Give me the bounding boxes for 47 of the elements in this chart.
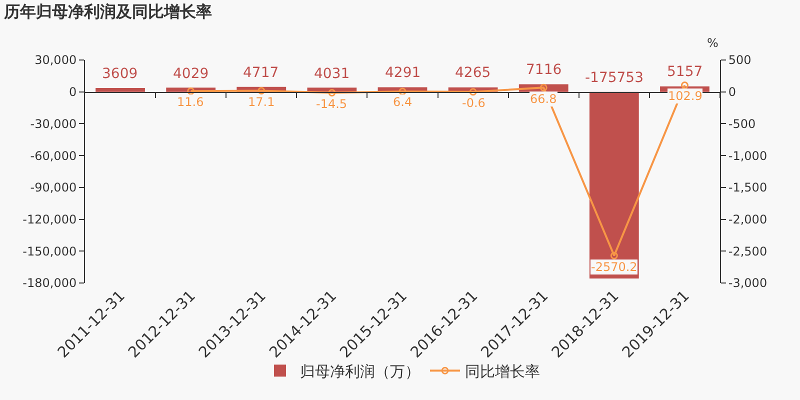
data-label: 66.8 [530,92,557,106]
y-tick-label: -120,000 [22,212,77,226]
legend-label: 同比增长率 [465,362,540,380]
point [398,88,406,96]
point [469,88,477,96]
point [680,82,688,90]
y2-tick-label: -1,000 [728,148,768,163]
point [258,87,266,95]
data-label: 3609 [102,66,138,82]
point [540,84,548,92]
data-label: 6.4 [393,95,412,109]
y-tick-label: -180,000 [22,276,77,290]
y2-tick-label: -2,500 [728,244,768,258]
data-label: 4265 [455,65,491,81]
y2-tick-label: -1,500 [728,180,768,195]
y-tick-label: -60,000 [30,148,77,163]
point [610,252,618,260]
y2-tick-label: -2,000 [728,212,768,226]
data-label: 7116 [526,62,562,78]
y-tick-label: -150,000 [22,244,77,258]
bar [96,88,145,92]
point [187,87,195,95]
data-label: 5157 [667,64,703,80]
bar [589,92,639,278]
data-label: 4717 [243,65,279,81]
data-label: -175753 [585,70,644,86]
data-label: 102.9 [668,89,702,103]
y2-axis-title: % [707,36,718,50]
point [328,89,336,97]
data-label: 17.1 [248,95,275,109]
y2-tick-label: -500 [728,116,756,131]
data-label: 4291 [385,65,421,81]
y-tick-label: 0 [68,85,77,100]
y-tick-label: -90,000 [30,180,77,195]
y2-tick-label: -3,000 [728,276,768,290]
y2-tick-label: 500 [728,53,752,68]
y-tick-label: 30,000 [34,53,77,68]
y-tick-label: -30,000 [30,116,77,131]
chart-title: 历年归母净利润及同比增长率 [3,2,212,22]
data-label: 4029 [173,66,209,82]
legend-label: 归母净利润（万） [300,362,420,380]
y2-tick-label: 0 [728,85,736,100]
data-label: 11.6 [177,95,204,109]
data-label: -0.6 [462,96,486,110]
data-label: -14.5 [316,97,348,111]
data-label: 4031 [314,66,350,82]
data-label: -2570.2 [591,260,638,274]
